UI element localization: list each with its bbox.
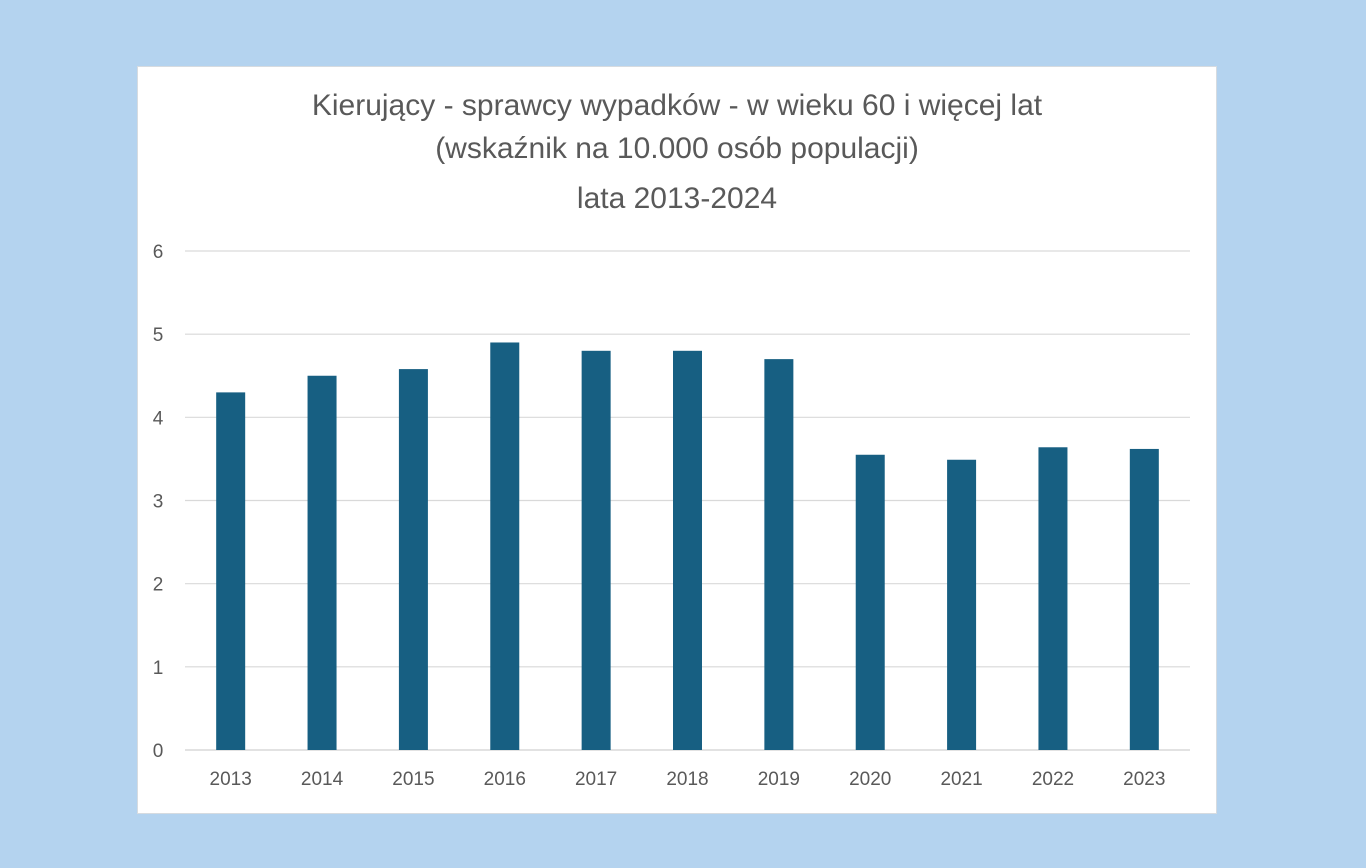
chart-subtitle-years: lata 2013-2024	[576, 182, 778, 215]
bar-2016	[490, 342, 520, 750]
x-tick-label: 2015	[392, 769, 434, 790]
x-tick-label: 2014	[301, 769, 344, 790]
bar-2023	[1129, 448, 1159, 750]
x-tick-label: 2022	[1032, 769, 1074, 790]
bar-2017	[581, 350, 611, 750]
bar-2013	[216, 392, 246, 750]
bar-2022	[1038, 447, 1068, 750]
y-tick-label: 0	[153, 741, 164, 762]
x-tick-label: 2018	[666, 769, 708, 790]
x-tick-label: 2019	[758, 769, 800, 790]
y-tick-label: 6	[153, 242, 164, 263]
x-tick-label: 2020	[849, 769, 891, 790]
x-tick-label: 2013	[210, 769, 252, 790]
chart-card: Kierujący - sprawcy wypadków - w wieku 6…	[137, 66, 1217, 814]
x-tick-label: 2021	[940, 769, 982, 790]
y-tick-label: 1	[153, 658, 164, 679]
chart-title: Kierujący - sprawcy wypadków - w wieku 6…	[311, 89, 1043, 122]
bar-2015	[398, 369, 428, 750]
bar-2020	[855, 454, 885, 750]
y-axis-ticks: 0 1 2 3 4 5 6	[153, 242, 164, 762]
bar-2014	[307, 375, 337, 750]
x-axis-ticks: 2013 2014 2015 2016 2017 2018 2019 2020 2021 2022…	[210, 769, 1166, 790]
bar-chart: 0 1 2 3 4 5 6 2013 2014 2015 2016 2017 2018 2019 2020…	[153, 242, 1190, 790]
x-tick-label: 2016	[484, 769, 526, 790]
y-tick-label: 3	[153, 492, 164, 513]
x-tick-label: 2023	[1123, 769, 1165, 790]
chart-subtitle: (wskaźnik na 10.000 osób populacji)	[435, 132, 919, 165]
bar-2021	[947, 459, 977, 750]
bar-2019	[764, 359, 794, 750]
y-tick-label: 4	[153, 408, 164, 429]
y-tick-label: 2	[153, 575, 164, 596]
bar-2018	[673, 350, 702, 750]
bars	[216, 342, 1159, 750]
x-tick-label: 2017	[575, 769, 617, 790]
y-tick-label: 5	[153, 325, 164, 346]
